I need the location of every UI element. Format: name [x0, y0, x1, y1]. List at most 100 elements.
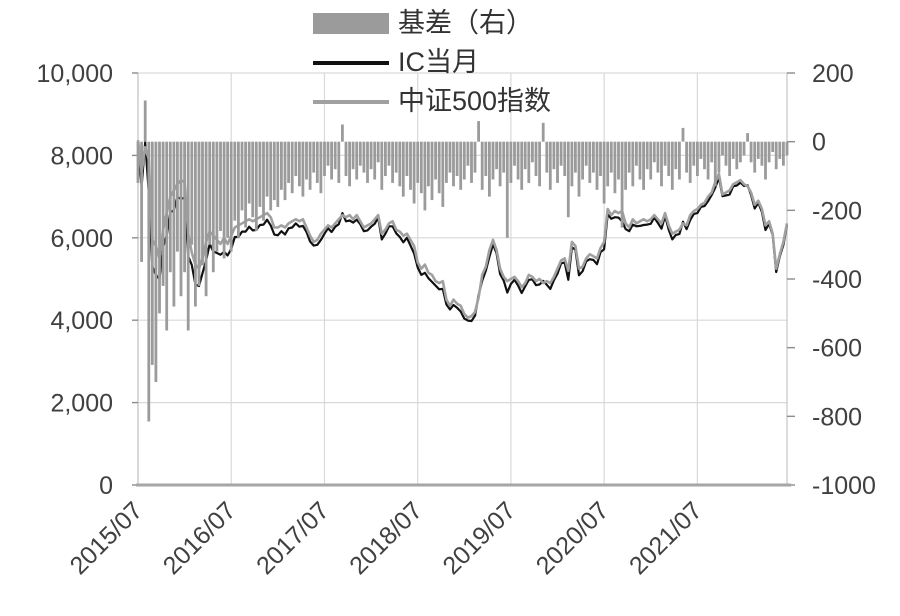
basis-bar	[502, 141, 506, 173]
basis-bar	[240, 141, 244, 211]
basis-bar	[219, 141, 222, 231]
basis-bar	[176, 141, 179, 252]
basis-bar	[427, 141, 430, 187]
basis-bar	[373, 141, 377, 180]
basis-bar	[333, 141, 337, 170]
basis-bar	[405, 141, 409, 176]
basis-bar	[771, 141, 775, 152]
x-tick-label: 2019/07	[437, 496, 521, 580]
basis-bar	[186, 141, 190, 331]
basis-bar	[154, 141, 158, 382]
basis-bar	[283, 141, 287, 201]
basis-bar	[663, 141, 667, 166]
basis-bar	[656, 141, 660, 173]
basis-bar	[366, 141, 369, 183]
basis-bar	[136, 141, 140, 183]
basis-bar	[753, 141, 757, 173]
basis-bar	[473, 141, 477, 173]
basis-bar	[348, 141, 351, 187]
csi500-line-swatch-icon	[313, 99, 389, 104]
basis-bar	[685, 141, 688, 173]
basis-bar	[287, 141, 290, 183]
basis-bar	[369, 141, 373, 170]
basis-bar	[208, 141, 212, 245]
basis-bar	[276, 141, 280, 207]
basis-bar	[315, 141, 319, 183]
basis-bar	[150, 141, 154, 365]
basis-bar	[660, 141, 663, 187]
basis-bar	[323, 141, 326, 176]
basis-bar-swatch-icon	[313, 13, 389, 34]
y-right-tick-label: 0	[812, 129, 826, 157]
basis-bar	[480, 141, 484, 190]
x-tick-label: 2021/07	[624, 496, 708, 580]
legend-item-basis: 基差（右）	[313, 4, 551, 43]
basis-bar	[237, 141, 240, 238]
basis-bar	[344, 141, 348, 176]
basis-bar	[179, 141, 183, 297]
basis-bar	[674, 141, 678, 170]
basis-bar	[459, 141, 463, 190]
basis-bar	[696, 141, 699, 176]
basis-bar	[326, 141, 330, 166]
basis-bar	[308, 141, 312, 190]
basis-bar	[599, 141, 602, 176]
basis-bar	[394, 141, 398, 173]
basis-bar	[409, 141, 412, 190]
basis-bar	[140, 141, 143, 262]
basis-bar	[756, 141, 760, 159]
basis-bar	[194, 141, 197, 307]
basis-bar	[563, 141, 567, 176]
basis-bar	[785, 141, 789, 156]
basis-bar	[574, 141, 577, 173]
basis-bar	[588, 141, 592, 183]
basis-bar	[412, 141, 416, 204]
basis-bar	[548, 141, 552, 190]
basis-bar	[434, 141, 437, 180]
basis-bar	[254, 141, 258, 231]
basis-bar	[584, 141, 588, 166]
basis-bar	[703, 141, 706, 170]
basis-bar	[197, 141, 201, 286]
basis-bar	[713, 141, 717, 187]
basis-bar	[272, 141, 276, 201]
basis-bar	[351, 141, 355, 170]
basis-bar	[617, 141, 620, 180]
basis-bar	[488, 141, 491, 197]
basis-bar	[699, 141, 703, 159]
legend-label-basis: 基差（右）	[398, 8, 533, 38]
basis-bar	[319, 141, 323, 194]
basis-bar	[391, 141, 394, 183]
x-tick-label: 2020/07	[531, 496, 615, 580]
basis-bar	[513, 141, 516, 166]
basis-bar	[380, 141, 384, 190]
basis-bar	[452, 141, 455, 187]
basis-bar	[581, 141, 584, 180]
basis-bar	[638, 141, 642, 180]
basis-bar	[742, 141, 746, 156]
basis-bar	[620, 141, 624, 228]
basis-bar	[312, 141, 316, 173]
basis-bar	[143, 100, 147, 142]
basis-bar	[398, 141, 402, 187]
y-left-tick-label: 6,000	[50, 225, 113, 253]
basis-bar	[688, 141, 692, 183]
y-left-tick-label: 2,000	[50, 390, 113, 418]
basis-bar	[520, 141, 524, 190]
basis-bar	[706, 141, 710, 180]
basis-bar	[778, 141, 782, 159]
basis-bar	[265, 141, 269, 197]
basis-bar	[495, 141, 498, 170]
x-tick-label: 2016/07	[158, 496, 242, 580]
basis-bar	[470, 141, 473, 183]
basis-bar	[441, 141, 445, 207]
basis-bar	[419, 141, 423, 194]
basis-bar	[728, 141, 731, 176]
basis-bar	[362, 141, 366, 173]
basis-bar	[667, 141, 671, 176]
basis-bar	[746, 133, 749, 142]
basis-bar	[430, 141, 434, 201]
basis-bar	[491, 141, 495, 180]
x-tick-label: 2018/07	[344, 496, 428, 580]
basis-bar	[168, 141, 172, 273]
